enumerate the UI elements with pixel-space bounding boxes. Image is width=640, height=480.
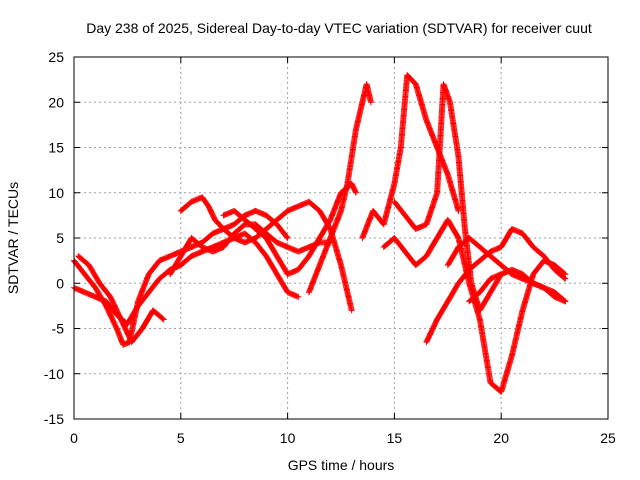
y-tick-label: -5 [52,321,65,337]
x-tick-label: 15 [387,430,403,446]
y-tick-label: 0 [56,275,64,291]
y-axis-label: SDTVAR / TECUs [5,182,21,294]
data-point [295,293,302,300]
series-track-3 [75,253,167,346]
series-track-4 [177,194,355,314]
series-track-7 [305,81,374,296]
x-tick-label: 20 [493,430,509,446]
data-point [348,307,355,314]
data-point [159,315,166,322]
data-point [562,298,569,305]
data-point [562,275,569,282]
y-tick-label: -10 [44,366,64,382]
series-track-13 [444,235,569,305]
data-point [284,235,291,241]
y-tick-label: -15 [44,411,64,427]
x-tick-label: 25 [600,430,616,446]
y-tick-label: 15 [48,140,64,156]
x-axis-label: GPS time / hours [288,457,395,473]
chart-title: Day 238 of 2025, Sidereal Day-to-day VTE… [86,20,592,36]
data-point [283,234,290,241]
x-tick-label: 10 [280,430,296,446]
x-tick-label: 0 [70,430,78,446]
y-tick-label: 5 [56,230,64,246]
plot-frame [73,56,609,420]
data-point [367,99,374,106]
y-tick-label: 20 [48,94,64,110]
series-track-8 [359,72,462,241]
data-point [561,274,568,281]
data-point [160,316,167,323]
data-point [352,189,359,196]
data-points [71,72,569,395]
y-tick-label: 25 [48,49,64,65]
x-tick-label: 5 [177,430,185,446]
series-track-2 [71,230,302,327]
y-tick-label: 10 [48,185,64,201]
